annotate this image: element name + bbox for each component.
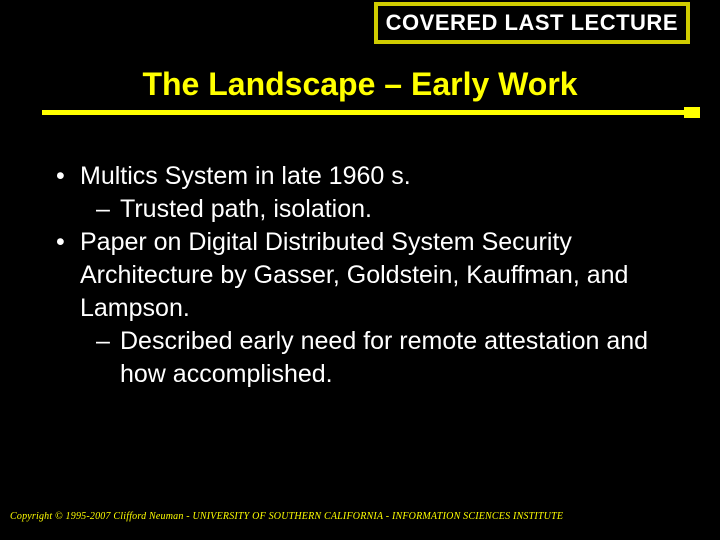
title-underline xyxy=(42,110,690,115)
sub-bullet-item: – Trusted path, isolation. xyxy=(56,193,680,226)
slide-body: • Multics System in late 1960 s. – Trust… xyxy=(56,160,680,391)
sub-bullet-text: Trusted path, isolation. xyxy=(120,193,680,226)
sub-bullet-marker: – xyxy=(96,325,120,391)
bullet-marker: • xyxy=(56,160,80,193)
bullet-item: • Multics System in late 1960 s. xyxy=(56,160,680,193)
title-area: The Landscape – Early Work xyxy=(0,66,720,103)
sub-bullet-text: Described early need for remote attestat… xyxy=(120,325,680,391)
banner-text: COVERED LAST LECTURE xyxy=(386,10,678,35)
title-underline-notch xyxy=(684,107,700,118)
sub-bullet-item: – Described early need for remote attest… xyxy=(56,325,680,391)
bullet-marker: • xyxy=(56,226,80,325)
sub-bullet-marker: – xyxy=(96,193,120,226)
bullet-text: Multics System in late 1960 s. xyxy=(80,160,680,193)
bullet-item: • Paper on Digital Distributed System Se… xyxy=(56,226,680,325)
slide-title: The Landscape – Early Work xyxy=(0,66,720,103)
bullet-text: Paper on Digital Distributed System Secu… xyxy=(80,226,680,325)
covered-banner: COVERED LAST LECTURE xyxy=(374,2,690,44)
copyright-footer: Copyright © 1995-2007 Clifford Neuman - … xyxy=(10,511,563,522)
